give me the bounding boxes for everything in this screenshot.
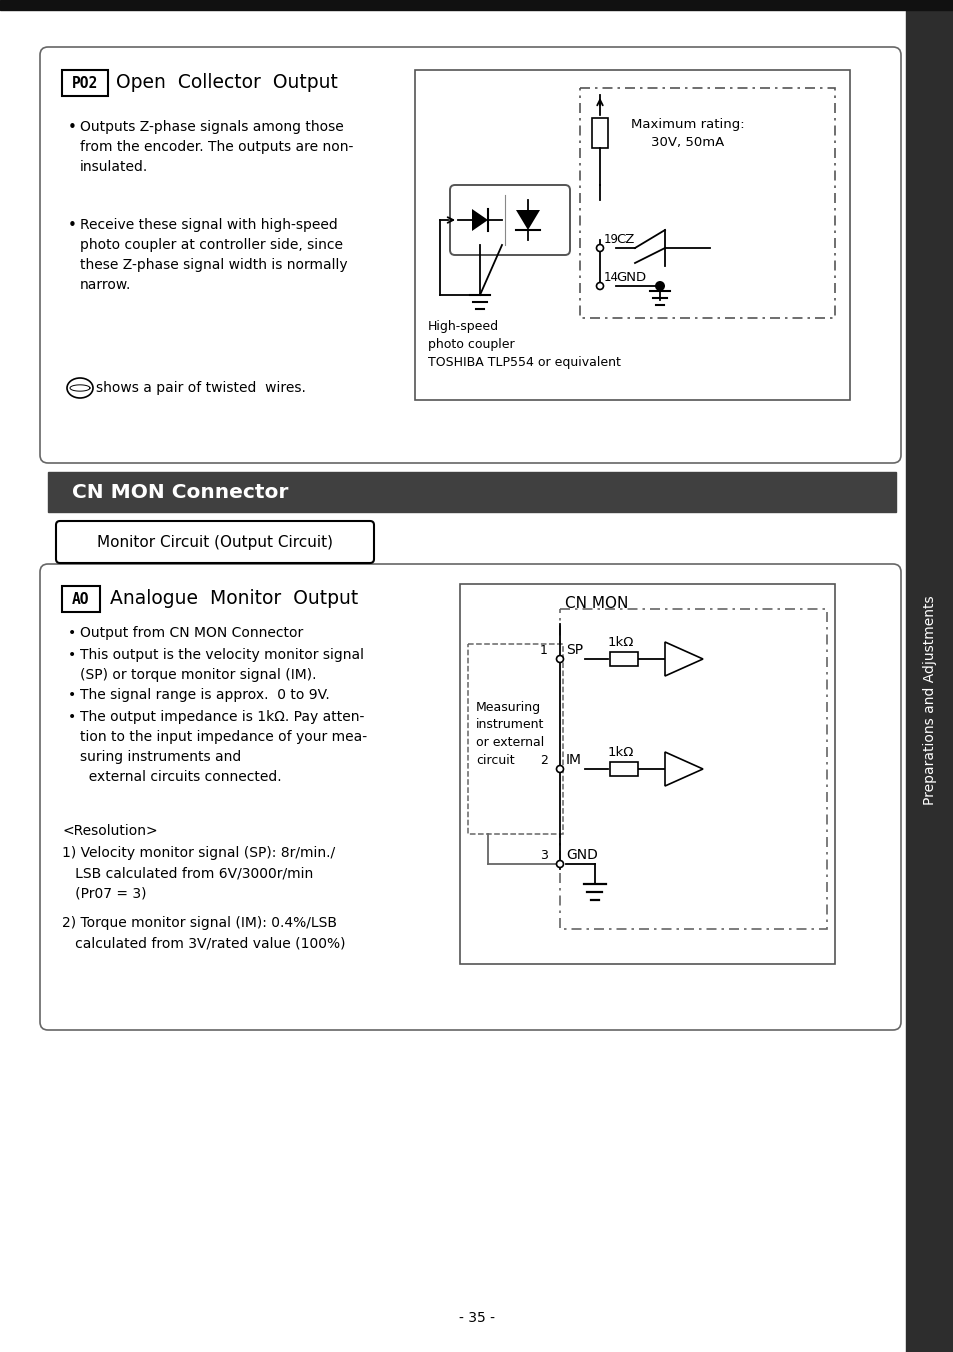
Bar	[579, 88, 834, 318]
Bar	[559, 608, 826, 929]
Text: Receive these signal with high-speed
photo coupler at controller side, since
the: Receive these signal with high-speed pho…	[80, 218, 347, 292]
Bar	[592, 118, 607, 147]
Text: 14: 14	[603, 270, 618, 284]
Text: 1) Velocity monitor signal (SP): 8r/min./
   LSB calculated from 6V/3000r/min
  : 1) Velocity monitor signal (SP): 8r/min.…	[62, 846, 335, 900]
Bar	[48, 472, 895, 512]
Text: CN MON Connector: CN MON Connector	[71, 483, 288, 502]
Text: Preparations and Adjustments: Preparations and Adjustments	[923, 595, 936, 804]
Text: This output is the velocity monitor signal
(SP) or torque monitor signal (IM).: This output is the velocity monitor sign…	[80, 648, 364, 681]
Text: •: •	[68, 120, 77, 135]
Bar	[905, 9, 953, 1352]
Text: - 35 -: - 35 -	[458, 1311, 495, 1325]
Text: •: •	[68, 626, 76, 639]
Polygon shape	[664, 752, 702, 786]
Text: CN MON: CN MON	[565, 596, 628, 611]
Text: shows a pair of twisted  wires.: shows a pair of twisted wires.	[96, 381, 306, 395]
Bar	[459, 584, 834, 964]
Text: Monitor Circuit (Output Circuit): Monitor Circuit (Output Circuit)	[97, 534, 333, 549]
Circle shape	[655, 281, 664, 291]
Circle shape	[556, 656, 563, 662]
Bar	[0, 0, 953, 9]
FancyBboxPatch shape	[40, 47, 900, 462]
Text: 2) Torque monitor signal (IM): 0.4%/LSB
   calculated from 3V/rated value (100%): 2) Torque monitor signal (IM): 0.4%/LSB …	[62, 917, 345, 950]
Text: 1kΩ: 1kΩ	[607, 746, 634, 758]
Polygon shape	[664, 642, 702, 676]
Text: High-speed
photo coupler
TOSHIBA TLP554 or equivalent: High-speed photo coupler TOSHIBA TLP554 …	[428, 320, 620, 369]
Polygon shape	[472, 210, 488, 231]
Text: CZ: CZ	[616, 233, 634, 246]
Text: Open  Collector  Output: Open Collector Output	[116, 73, 337, 92]
Bar	[62, 585, 100, 612]
Text: Maximum rating:: Maximum rating:	[631, 118, 744, 131]
Bar	[609, 652, 638, 667]
Text: 2: 2	[539, 754, 547, 767]
Text: 30V, 50mA: 30V, 50mA	[651, 137, 724, 149]
Text: 1kΩ: 1kΩ	[607, 635, 634, 649]
Text: 1: 1	[539, 644, 547, 657]
Text: SP: SP	[565, 644, 582, 657]
Text: The output impedance is 1kΩ. Pay atten-
tion to the input impedance of your mea-: The output impedance is 1kΩ. Pay atten- …	[80, 710, 367, 784]
Text: •: •	[68, 688, 76, 702]
Polygon shape	[516, 210, 539, 230]
Bar	[415, 70, 849, 400]
Text: GND: GND	[565, 848, 598, 863]
Text: •: •	[68, 710, 76, 725]
Text: PO2: PO2	[71, 76, 98, 91]
Circle shape	[556, 860, 563, 868]
Text: 19: 19	[603, 233, 618, 246]
Text: Outputs Z-phase signals among those
from the encoder. The outputs are non-
insul: Outputs Z-phase signals among those from…	[80, 120, 353, 174]
Text: GND: GND	[616, 270, 645, 284]
Bar	[609, 763, 638, 776]
Text: 3: 3	[539, 849, 547, 863]
FancyBboxPatch shape	[56, 521, 374, 562]
Text: Output from CN MON Connector: Output from CN MON Connector	[80, 626, 303, 639]
Circle shape	[556, 765, 563, 772]
Circle shape	[596, 245, 603, 251]
Text: Analogue  Monitor  Output: Analogue Monitor Output	[110, 589, 358, 608]
Bar	[468, 644, 562, 834]
Circle shape	[596, 283, 603, 289]
Text: IM: IM	[565, 753, 581, 767]
Text: <Resolution>: <Resolution>	[62, 823, 157, 838]
Text: Measuring
instrument
or external
circuit: Measuring instrument or external circuit	[476, 700, 544, 768]
Text: •: •	[68, 648, 76, 662]
Text: •: •	[68, 218, 77, 233]
Bar	[62, 70, 108, 96]
Text: AO: AO	[72, 592, 90, 607]
FancyBboxPatch shape	[40, 564, 900, 1030]
FancyBboxPatch shape	[450, 185, 569, 256]
Text: The signal range is approx.  0 to 9V.: The signal range is approx. 0 to 9V.	[80, 688, 330, 702]
